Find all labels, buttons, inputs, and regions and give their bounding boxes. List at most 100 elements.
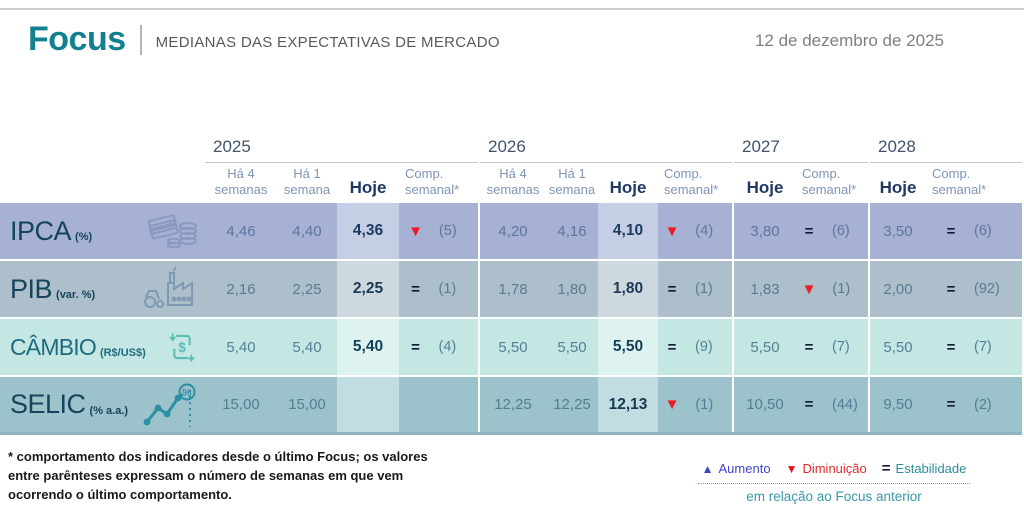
- footnote: * comportamento dos indicadores desde o …: [8, 449, 428, 502]
- value-ha4-2026: 4,20: [480, 203, 546, 261]
- value-ha4-2026: 12,25: [480, 377, 546, 435]
- year-2028: 2028: [870, 137, 1022, 163]
- value-ha4-2025: 4,46: [205, 203, 277, 261]
- value-ha4-2026: 5,50: [480, 319, 546, 377]
- col-ha1-2025: Há 1 semana: [283, 165, 331, 197]
- trend-equal-icon: =: [804, 396, 814, 413]
- report-subtitle: MEDIANAS DAS EXPECTATIVAS DE MERCADO: [155, 34, 500, 51]
- weeks-count: (1): [695, 396, 714, 413]
- trend-equal-icon: =: [411, 280, 420, 298]
- col-ha4-2026: Há 4 semanas: [486, 165, 540, 197]
- indicator-name: SELIC: [10, 389, 86, 419]
- row-label-selic: SELIC (% a.a.) %: [0, 377, 205, 435]
- value-hoje-2025: 2,25: [337, 261, 399, 319]
- trend-down-icon: ▼: [664, 396, 680, 413]
- value-hoje-2026: 12,13: [598, 377, 658, 435]
- weeks-count: (1): [695, 281, 713, 297]
- col-comp-2025: Comp. semanal*: [405, 165, 460, 197]
- trend-equal-icon: =: [804, 338, 814, 356]
- comp-2026: ▼ (4): [658, 203, 732, 261]
- comp-2027: = (7): [796, 319, 868, 377]
- equal-icon: =: [881, 460, 891, 477]
- weeks-count: (5): [438, 223, 457, 239]
- indicator-name: IPCA: [10, 215, 72, 246]
- value-hoje-2025: [337, 377, 399, 435]
- value-ha4-2026: 1,78: [480, 261, 546, 319]
- trend-equal-icon: =: [411, 338, 420, 356]
- col-comp-2026: Comp. semanal*: [664, 165, 719, 197]
- col-hoje-2025: Hoje: [349, 177, 387, 197]
- year-2025: 2025: [205, 137, 478, 163]
- weeks-count: (92): [974, 281, 1000, 297]
- weeks-count: (2): [974, 396, 992, 413]
- top-rule: [0, 8, 1024, 10]
- legend-item-estabilidade: = Estabilidade: [882, 460, 967, 477]
- legend-item-aumento: ▲ Aumento: [702, 461, 771, 476]
- trend-equal-icon: =: [946, 222, 956, 240]
- indicator-name: PIB: [10, 273, 53, 304]
- year-2026: 2026: [480, 137, 732, 163]
- col-comp-2027: Comp. semanal*: [802, 165, 857, 197]
- value-ha1-2026: 5,50: [546, 319, 598, 377]
- indicator-unit: (var. %): [56, 289, 96, 301]
- report-date: 12 de dezembro de 2025: [754, 31, 944, 50]
- comp-2025: = (4): [399, 319, 478, 377]
- legend-label: Estabilidade: [895, 461, 967, 476]
- value-hoje-2026: 1,80: [598, 261, 658, 319]
- weeks-count: (4): [438, 339, 457, 355]
- trend-equal-icon: =: [804, 222, 814, 240]
- comp-2028: = (2): [926, 377, 1022, 435]
- value-hoje-2025: 4,36: [337, 203, 399, 261]
- svg-text:%: %: [183, 388, 192, 399]
- weeks-count: (7): [974, 339, 992, 355]
- col-hoje-2027: Hoje: [746, 177, 784, 197]
- svg-text:$: $: [178, 340, 186, 355]
- col-ha1-2026: Há 1 semana: [548, 165, 596, 197]
- weeks-count: (6): [832, 223, 850, 239]
- up-arrow-icon: ▲: [701, 461, 714, 476]
- report-header: Focus MEDIANAS DAS EXPECTATIVAS DE MERCA…: [28, 20, 500, 59]
- comp-2025: ▼ (5): [399, 203, 478, 261]
- comp-2027: = (44): [796, 377, 868, 435]
- value-ha1-2025: 4,40: [277, 203, 337, 261]
- value-ha4-2025: 5,40: [205, 319, 277, 377]
- legend-item-diminuicao: ▼ Diminuição: [786, 461, 867, 476]
- value-hoje-2028: 2,00: [870, 261, 926, 319]
- comp-2028: = (6): [926, 203, 1022, 261]
- comp-2026: = (9): [658, 319, 732, 377]
- year-header-row: 2025 2026 2027 2028: [0, 136, 1022, 163]
- value-ha1-2026: 12,25: [546, 377, 598, 435]
- comp-2027: = (6): [796, 203, 868, 261]
- trend-down-icon: ▼: [664, 222, 680, 240]
- column-header-row: Há 4 semanas Há 1 semana Hoje Comp. sema…: [0, 163, 1022, 203]
- value-ha1-2026: 1,80: [546, 261, 598, 319]
- value-hoje-2028: 3,50: [870, 203, 926, 261]
- trend-down-icon: ▼: [801, 280, 817, 298]
- table-row-selic: SELIC (% a.a.) % 15,00 15,00: [0, 377, 1022, 435]
- value-hoje-2027: 10,50: [734, 377, 796, 435]
- row-label-pib: PIB (var. %): [0, 261, 205, 319]
- indicator-unit: (% a.a.): [89, 404, 129, 417]
- indicator-unit: (%): [75, 231, 93, 243]
- legend: ▲ Aumento ▼ Diminuição = Estabilidade em…: [698, 460, 970, 504]
- comp-2028: = (92): [926, 261, 1022, 319]
- legend-row: ▲ Aumento ▼ Diminuição = Estabilidade: [698, 460, 970, 477]
- trend-down-icon: ▼: [408, 222, 423, 240]
- value-hoje-2026: 5,50: [598, 319, 658, 377]
- trend-equal-icon: =: [946, 338, 956, 356]
- comp-2026: = (1): [658, 261, 732, 319]
- comp-2026: ▼ (1): [658, 377, 732, 435]
- value-hoje-2027: 5,50: [734, 319, 796, 377]
- header-divider: [139, 24, 142, 55]
- col-hoje-2028: Hoje: [879, 177, 917, 197]
- indicator-name: CÂMBIO: [10, 333, 97, 360]
- col-ha4-2025: Há 4 semanas: [214, 165, 268, 197]
- col-comp-2028: Comp. semanal*: [932, 165, 987, 197]
- weeks-count: (44): [832, 396, 858, 413]
- row-label-cambio: CÂMBIO (R$/US$) $: [0, 319, 205, 377]
- weeks-count: (9): [695, 339, 713, 355]
- value-hoje-2027: 1,83: [734, 261, 796, 319]
- comp-2028: = (7): [926, 319, 1022, 377]
- value-ha1-2025: 2,25: [277, 261, 337, 319]
- legend-label: Diminuição: [802, 461, 867, 476]
